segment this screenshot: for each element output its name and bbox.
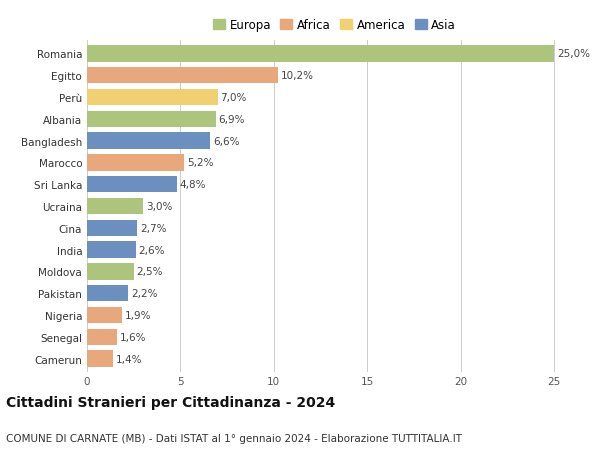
- Text: Cittadini Stranieri per Cittadinanza - 2024: Cittadini Stranieri per Cittadinanza - 2…: [6, 395, 335, 409]
- Text: 2,5%: 2,5%: [137, 267, 163, 277]
- Text: 5,2%: 5,2%: [187, 158, 214, 168]
- Text: 6,9%: 6,9%: [218, 115, 245, 124]
- Bar: [87, 68, 278, 84]
- Bar: [87, 46, 554, 62]
- Text: 6,6%: 6,6%: [213, 136, 239, 146]
- Text: 1,4%: 1,4%: [116, 354, 142, 364]
- Bar: [87, 133, 210, 150]
- Text: 2,2%: 2,2%: [131, 289, 157, 298]
- Text: 10,2%: 10,2%: [280, 71, 313, 81]
- Text: 4,8%: 4,8%: [179, 180, 206, 190]
- Bar: [87, 112, 216, 128]
- Text: 25,0%: 25,0%: [557, 50, 590, 59]
- Bar: [87, 90, 218, 106]
- Bar: [87, 285, 128, 302]
- Bar: [87, 329, 117, 345]
- Bar: [87, 351, 113, 367]
- Bar: [87, 177, 176, 193]
- Text: 2,7%: 2,7%: [140, 223, 167, 233]
- Text: 1,9%: 1,9%: [125, 310, 152, 320]
- Bar: [87, 220, 137, 236]
- Bar: [87, 263, 134, 280]
- Legend: Europa, Africa, America, Asia: Europa, Africa, America, Asia: [208, 14, 461, 37]
- Text: 7,0%: 7,0%: [221, 93, 247, 103]
- Bar: [87, 307, 122, 324]
- Bar: [87, 198, 143, 215]
- Bar: [87, 242, 136, 258]
- Text: 2,6%: 2,6%: [139, 245, 165, 255]
- Bar: [87, 155, 184, 171]
- Text: COMUNE DI CARNATE (MB) - Dati ISTAT al 1° gennaio 2024 - Elaborazione TUTTITALIA: COMUNE DI CARNATE (MB) - Dati ISTAT al 1…: [6, 433, 462, 442]
- Text: 3,0%: 3,0%: [146, 202, 172, 212]
- Text: 1,6%: 1,6%: [119, 332, 146, 342]
